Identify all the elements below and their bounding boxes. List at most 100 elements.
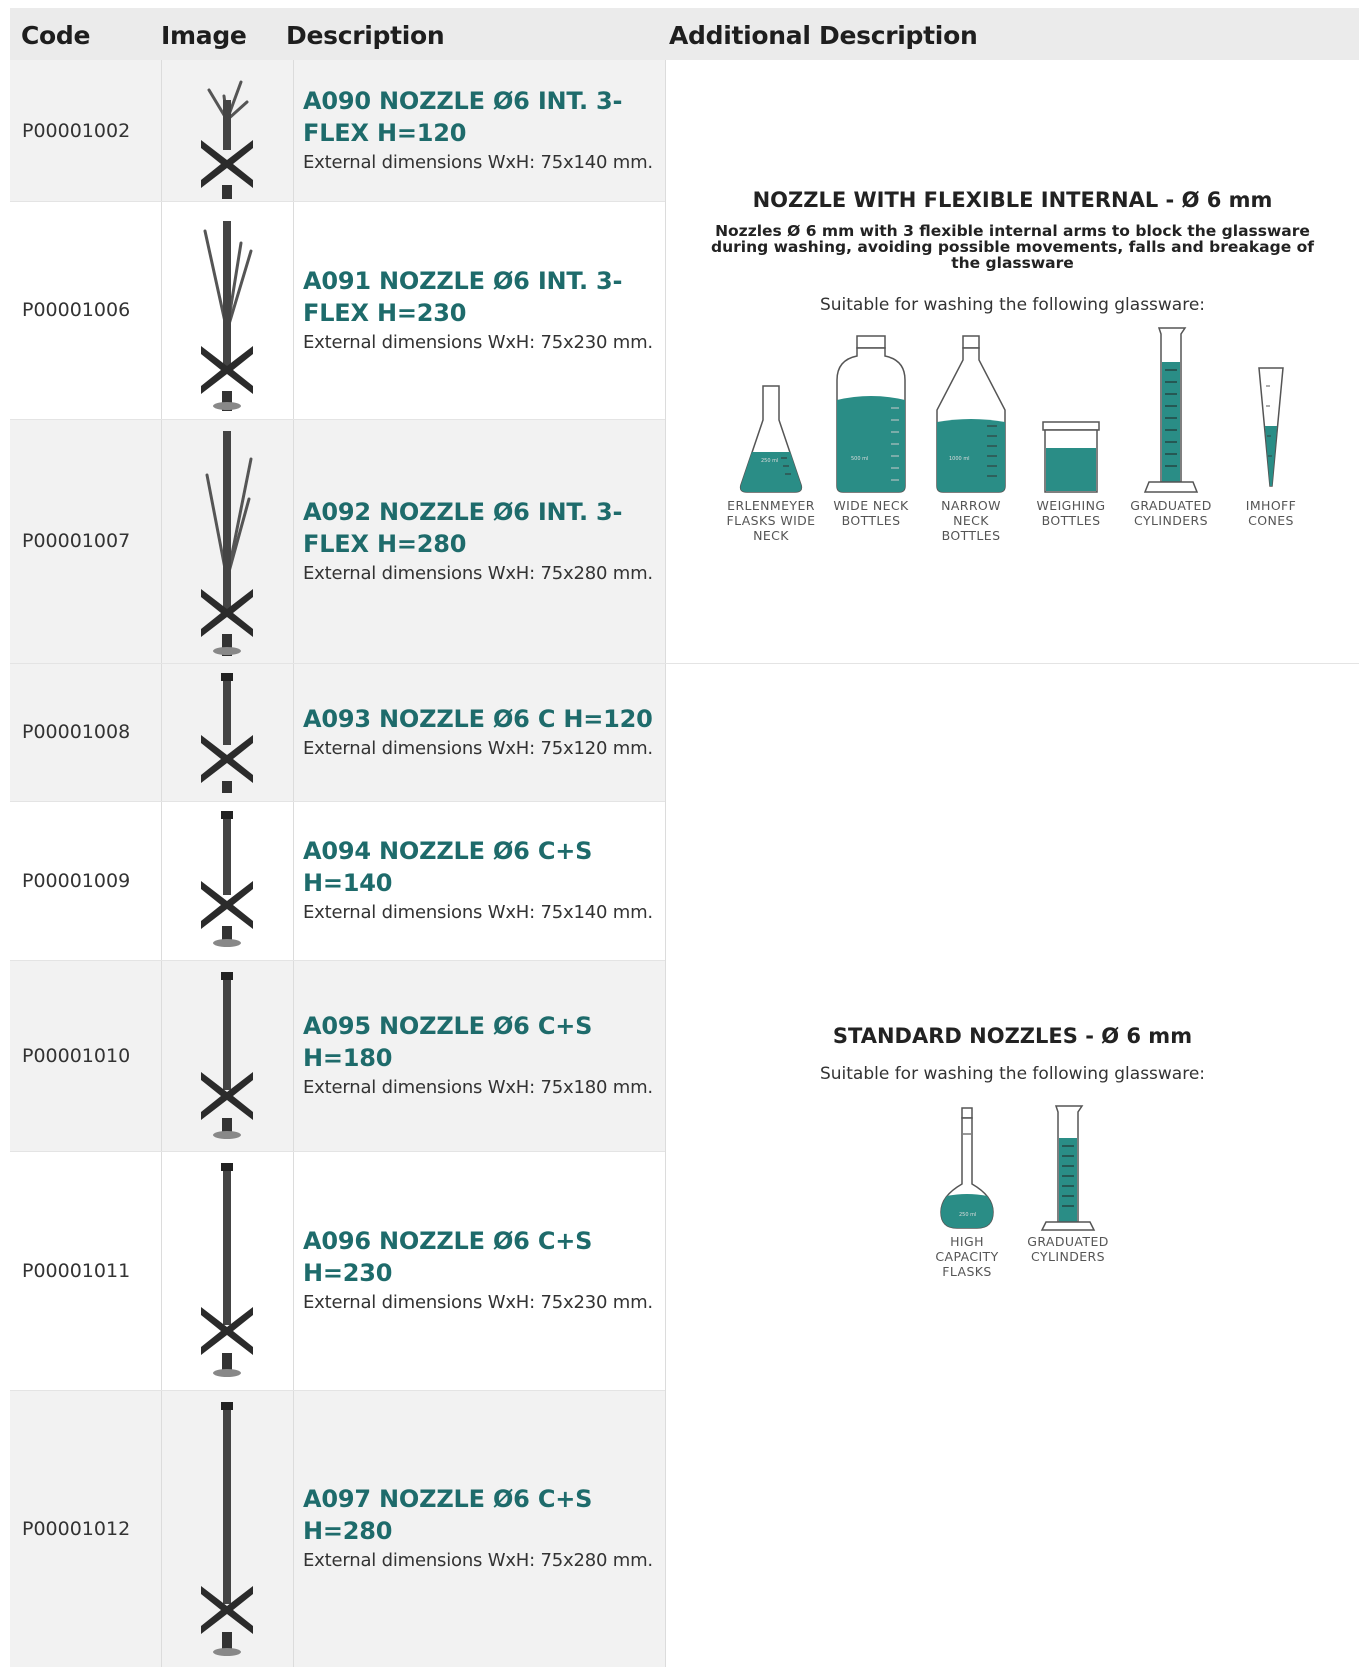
product-code: P00001007 [22, 530, 131, 552]
row-bg [10, 60, 665, 201]
product-description: A096 NOZZLE Ø6 C+S H=230 External dimens… [293, 1151, 665, 1390]
product-description: A097 NOZZLE Ø6 C+S H=280 External dimens… [293, 1390, 665, 1667]
product-description: A091 NOZZLE Ø6 INT. 3-FLEX H=230 Externa… [293, 201, 665, 419]
flexible-group-title: NOZZLE WITH FLEXIBLE INTERNAL - Ø 6 mm [752, 188, 1273, 212]
flexible-group-description: NOZZLE WITH FLEXIBLE INTERNAL - Ø 6 mm N… [666, 60, 1359, 663]
glassware-label-line: WEIGHING [1036, 498, 1106, 513]
header-code: Code [21, 21, 91, 50]
standard-group-description: STANDARD NOZZLES - Ø 6 mm Suitable for w… [666, 664, 1359, 1667]
glassware-label-line: BOTTLES [841, 513, 901, 528]
product-title: A090 NOZZLE Ø6 INT. 3-FLEX H=120 [303, 87, 623, 147]
product-title: A095 NOZZLE Ø6 C+S H=180 [303, 1012, 593, 1072]
product-dimensions: External dimensions WxH: 75x230 mm. [303, 331, 653, 353]
glassware-label-line: GRADUATED [1130, 498, 1212, 513]
header-additional-description: Additional Description [669, 21, 978, 50]
glassware-label-line: IMHOFF [1245, 498, 1297, 513]
product-description: A093 NOZZLE Ø6 C H=120 External dimensio… [293, 663, 665, 801]
standard-nozzle-icon [161, 960, 293, 1151]
graduated-cylinder-icon: GRADUATED CYLINDERS [1018, 1102, 1118, 1264]
product-code: P00001008 [22, 721, 131, 743]
wide-neck-bottle-icon: 500 ml WIDE NECK BOTTLES [821, 330, 921, 528]
glassware-label: WEIGHING BOTTLES [1021, 498, 1121, 528]
glassware-label: WIDE NECK BOTTLES [821, 498, 921, 528]
row-bg [10, 1390, 665, 1667]
row-divider [10, 1151, 665, 1152]
product-description: A092 NOZZLE Ø6 INT. 3-FLEX H=280 Externa… [293, 419, 665, 663]
glassware-label-line: BOTTLES [1041, 513, 1101, 528]
glassware-label-line: CYLINDERS [1031, 1249, 1105, 1264]
flex-nozzle-icon [161, 60, 293, 201]
weighing-bottle-icon: WEIGHING BOTTLES [1021, 380, 1121, 528]
glassware-label: HIGH CAPACITY FLASKS [917, 1234, 1017, 1279]
column-divider [665, 60, 666, 1667]
flex-nozzle-icon [161, 201, 293, 419]
glassware-label-line: WIDE NECK [833, 498, 909, 513]
table-header: Code Image Description Additional Descri… [10, 8, 1359, 60]
glassware-label: ERLENMEYER FLASKS WIDE NECK [721, 498, 821, 543]
glassware-label: GRADUATED CYLINDERS [1121, 498, 1221, 528]
glassware-label: IMHOFF CONES [1221, 498, 1321, 528]
row-divider [10, 801, 665, 802]
product-title: A094 NOZZLE Ø6 C+S H=140 [303, 837, 593, 897]
product-code: P00001012 [22, 1517, 131, 1540]
row-bg [10, 663, 665, 801]
row-divider [10, 201, 665, 202]
product-dimensions: External dimensions WxH: 75x280 mm. [303, 1550, 653, 1571]
product-title: A093 NOZZLE Ø6 C H=120 [303, 704, 653, 733]
erlenmeyer-flask-icon: 250 ml ERLENMEYER FLASKS WIDE NECK [721, 380, 821, 543]
subtitle-line: Nozzles Ø 6 mm with 3 flexible internal … [715, 222, 1310, 240]
flexible-group-suitable: Suitable for washing the following glass… [819, 295, 1206, 315]
product-code: P00001009 [22, 869, 131, 892]
glassware-label: GRADUATED CYLINDERS [1018, 1234, 1118, 1264]
glassware-label-line: FLASKS WIDE [726, 513, 816, 528]
product-description: A095 NOZZLE Ø6 C+S H=180 External dimens… [293, 960, 665, 1151]
narrow-bottle-mark: 1000 ml [949, 456, 970, 462]
standard-nozzle-icon [161, 801, 293, 960]
imhoff-cone-icon: IMHOFF CONES [1221, 356, 1321, 528]
product-title: A096 NOZZLE Ø6 C+S H=230 [303, 1227, 593, 1287]
glassware-label-line: CYLINDERS [1134, 513, 1208, 528]
subtitle-line: the glassware [951, 254, 1074, 272]
volumetric-flask-mark: 250 ml [959, 1212, 976, 1218]
glassware-label: NARROW NECK BOTTLES [921, 498, 1021, 543]
product-code: P00001011 [22, 1259, 131, 1282]
header-image: Image [161, 21, 247, 50]
product-title: A097 NOZZLE Ø6 C+S H=280 [303, 1485, 593, 1545]
column-divider [293, 60, 294, 1667]
group-divider [10, 663, 1359, 664]
product-dimensions: External dimensions WxH: 75x140 mm. [303, 152, 653, 173]
product-code: P00001006 [22, 299, 131, 321]
erlenmeyer-mark: 250 ml [761, 458, 778, 464]
flexible-group-subtitle: Nozzles Ø 6 mm with 3 flexible internal … [666, 223, 1359, 271]
row-divider [10, 419, 665, 420]
glassware-label-line: NECK [753, 528, 789, 543]
wide-bottle-mark: 500 ml [851, 456, 868, 462]
product-dimensions: External dimensions WxH: 75x230 mm. [303, 1292, 653, 1313]
graduated-cylinder-icon: GRADUATED CYLINDERS [1121, 322, 1221, 528]
subtitle-line: during washing, avoiding possible moveme… [710, 238, 1314, 256]
standard-nozzle-icon [161, 1151, 293, 1390]
standard-group-suitable: Suitable for washing the following glass… [819, 1064, 1206, 1084]
product-code: P00001010 [22, 1044, 131, 1067]
row-divider [10, 1390, 665, 1391]
glassware-label-line: FLASKS [942, 1264, 992, 1279]
standard-nozzle-icon [161, 663, 293, 801]
product-dimensions: External dimensions WxH: 75x280 mm. [303, 562, 653, 584]
product-title: A091 NOZZLE Ø6 INT. 3-FLEX H=230 [303, 266, 623, 327]
glassware-label-line: GRADUATED [1027, 1234, 1109, 1249]
glassware-label-line: ERLENMEYER [727, 498, 815, 513]
volumetric-flask-icon: 250 ml HIGH CAPACITY FLASKS [917, 1104, 1017, 1279]
row-divider [10, 960, 665, 961]
narrow-neck-bottle-icon: 1000 ml NARROW NECK BOTTLES [921, 330, 1021, 543]
glassware-label-line: NARROW NECK [941, 498, 1001, 528]
product-dimensions: External dimensions WxH: 75x120 mm. [303, 737, 653, 759]
product-title: A092 NOZZLE Ø6 INT. 3-FLEX H=280 [303, 497, 623, 558]
product-dimensions: External dimensions WxH: 75x180 mm. [303, 1077, 653, 1098]
header-description: Description [286, 21, 445, 50]
product-dimensions: External dimensions WxH: 75x140 mm. [303, 902, 653, 923]
row-bg [10, 419, 665, 663]
product-code: P00001002 [22, 119, 131, 142]
standard-nozzle-icon [161, 1390, 293, 1667]
standard-group-title: STANDARD NOZZLES - Ø 6 mm [832, 1024, 1193, 1048]
